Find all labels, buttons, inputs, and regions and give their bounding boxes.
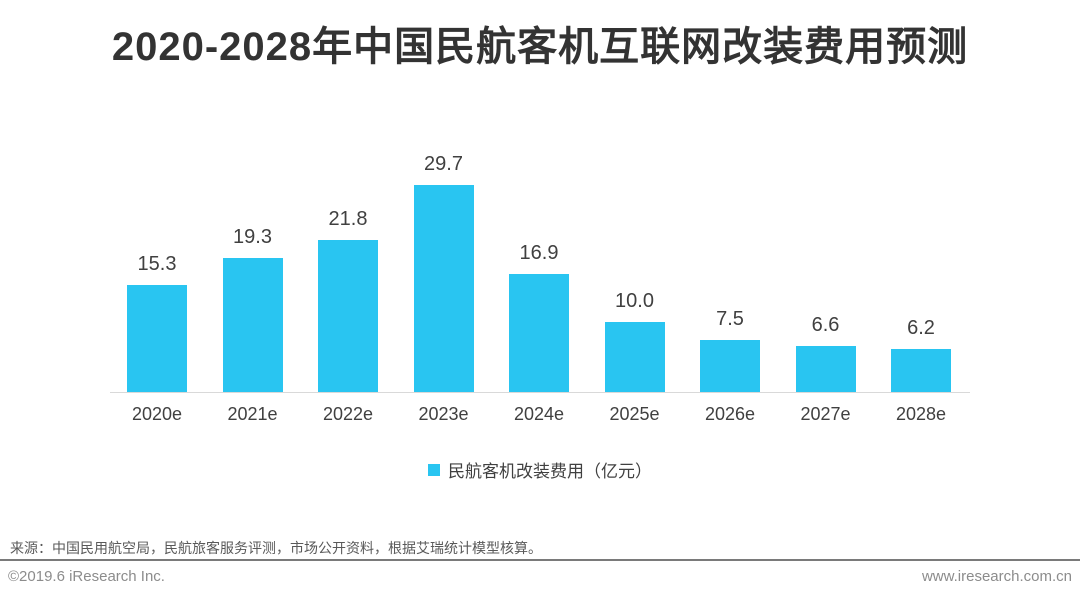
bar-value-label: 21.8 <box>328 208 368 231</box>
bar-group: 7.5 <box>700 169 760 392</box>
bar-group: 6.6 <box>795 169 856 392</box>
x-axis-tick-label: 2022e <box>322 404 374 424</box>
bar <box>604 322 665 392</box>
bar-group: 29.7 <box>413 153 474 392</box>
bar-value-label: 6.6 <box>811 314 840 337</box>
bar-group: 21.8 <box>318 169 378 392</box>
bar <box>700 339 760 392</box>
x-axis-tick-label: 2024e <box>513 404 565 424</box>
bar-value-label: 15.3 <box>137 253 177 276</box>
x-axis-tick-label: 2023e <box>418 404 469 424</box>
source-note: 来源：中国民用航空局，民航旅客服务评测，市场公开资料，根据艾瑞统计模型核算。 <box>10 540 542 556</box>
copyright-text: ©2019.6 iResearch Inc. <box>8 568 165 585</box>
bar-value-label: 19.3 <box>233 225 272 248</box>
bar-value-label: 29.7 <box>424 153 463 176</box>
bar <box>127 285 187 392</box>
bar <box>509 274 569 392</box>
bar-group: 19.3 <box>222 169 283 392</box>
legend-swatch-icon <box>428 463 440 476</box>
footer-divider <box>0 559 1080 561</box>
bar-value-label: 16.9 <box>519 242 559 265</box>
bar <box>222 257 283 392</box>
x-axis-tick-label: 2026e <box>704 404 756 424</box>
bar <box>318 240 378 392</box>
x-axis-tick-label: 2025e <box>609 404 660 424</box>
x-axis-tick-label: 2027e <box>800 404 851 424</box>
bar <box>795 346 856 392</box>
footer: ©2019.6 iResearch Inc. www.iresearch.com… <box>8 568 1072 585</box>
x-axis-tick-label: 2021e <box>227 404 278 424</box>
x-axis-labels: 2020e 2021e 2022e 2023e 2024e 2025e 2026e 2027e… <box>110 404 970 425</box>
bar-value-label: 10.0 <box>615 290 654 313</box>
x-axis-tick-label: 2020e <box>131 404 183 424</box>
bar <box>413 185 474 392</box>
chart-legend: 民航客机改装费用（亿元） <box>0 457 1080 482</box>
bar-value-label: 7.5 <box>716 307 744 330</box>
chart-title: 2020-2028年中国民航客机互联网改装费用预测 <box>111 25 969 69</box>
x-axis-tick-label: 2028e <box>895 404 947 424</box>
bar-group: 15.3 <box>127 169 187 392</box>
bar-group: 6.2 <box>891 169 951 392</box>
website-text: www.iresearch.com.cn <box>921 568 1072 585</box>
bar-value-label: 6.2 <box>907 316 935 339</box>
bar-group: 10.0 <box>604 169 665 392</box>
legend-label: 民航客机改装费用（亿元） <box>448 462 652 481</box>
bar-group: 16.9 <box>509 169 569 392</box>
bar-chart-plot-area: 15.3 19.3 21.8 29.7 16.9 10.0 7.5 6.6 6.2 <box>110 153 970 393</box>
bar <box>891 348 951 392</box>
